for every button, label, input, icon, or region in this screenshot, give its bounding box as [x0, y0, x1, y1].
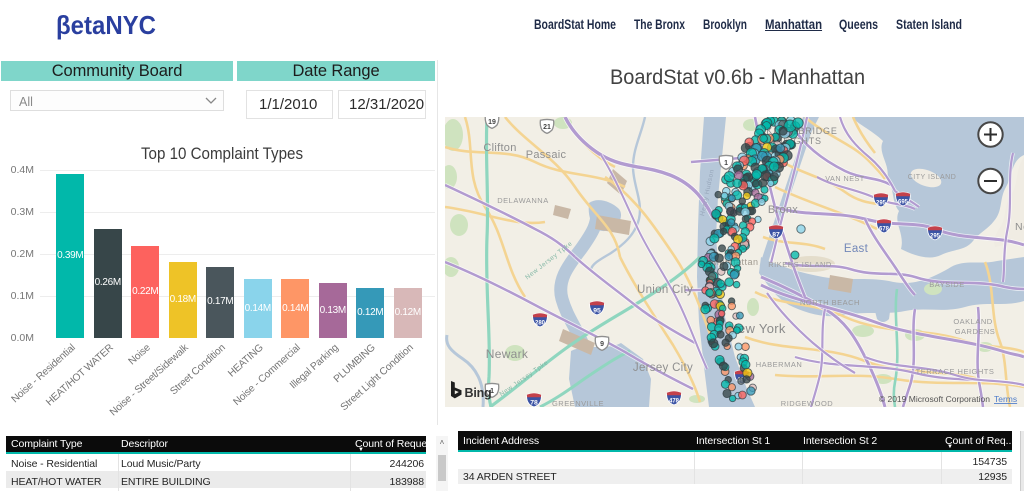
svg-text:East: East	[844, 243, 869, 255]
svg-text:NORTH BEACH: NORTH BEACH	[800, 298, 860, 307]
svg-text:Jersey City: Jersey City	[633, 362, 693, 374]
svg-text:North: North	[1015, 221, 1024, 233]
svg-text:21: 21	[543, 124, 551, 131]
svg-text:KINGSBRIDGE: KINGSBRIDGE	[766, 126, 837, 136]
svg-text:HEIGHTS: HEIGHTS	[776, 136, 822, 146]
svg-text:Passaic: Passaic	[526, 149, 567, 161]
svg-text:© 2019 Microsoft Corporation: © 2019 Microsoft Corporation	[879, 394, 990, 404]
svg-text:Bronx: Bronx	[768, 204, 798, 216]
svg-text:HABERMAN: HABERMAN	[756, 360, 803, 369]
svg-text:1: 1	[490, 388, 494, 395]
svg-text:GARDENS: GARDENS	[955, 327, 996, 336]
svg-text:CITY ISLAND: CITY ISLAND	[908, 174, 957, 181]
svg-text:280: 280	[535, 320, 546, 326]
svg-text:Union City: Union City	[637, 284, 693, 296]
svg-text:Clifton: Clifton	[483, 142, 516, 154]
svg-text:New York: New York	[728, 321, 786, 336]
svg-text:Bing: Bing	[465, 386, 492, 400]
svg-text:RIDGEWOOD: RIDGEWOOD	[781, 399, 833, 407]
svg-text:295: 295	[930, 233, 941, 239]
svg-text:Newark: Newark	[486, 347, 529, 361]
svg-text:Terms: Terms	[994, 394, 1017, 404]
svg-text:VAN NEST: VAN NEST	[825, 174, 865, 183]
svg-text:GREENVILLE: GREENVILLE	[552, 399, 604, 407]
svg-text:OAKLAND: OAKLAND	[953, 317, 992, 326]
svg-text:1: 1	[724, 160, 728, 167]
svg-text:87: 87	[772, 231, 780, 238]
svg-text:DELAWANNA: DELAWANNA	[497, 196, 548, 205]
svg-text:BAYSIDE: BAYSIDE	[929, 280, 964, 289]
svg-text:RIKERS ISLAND: RIKERS ISLAND	[768, 260, 832, 269]
svg-text:695: 695	[898, 199, 909, 205]
svg-text:678: 678	[879, 226, 890, 232]
svg-text:9: 9	[600, 341, 604, 348]
svg-text:78: 78	[530, 399, 538, 406]
svg-text:TERRACE HEIGHTS: TERRACE HEIGHTS	[916, 367, 995, 376]
svg-text:19: 19	[488, 119, 496, 126]
svg-text:95: 95	[593, 307, 601, 314]
svg-text:295: 295	[876, 200, 887, 206]
svg-text:478: 478	[669, 398, 680, 404]
